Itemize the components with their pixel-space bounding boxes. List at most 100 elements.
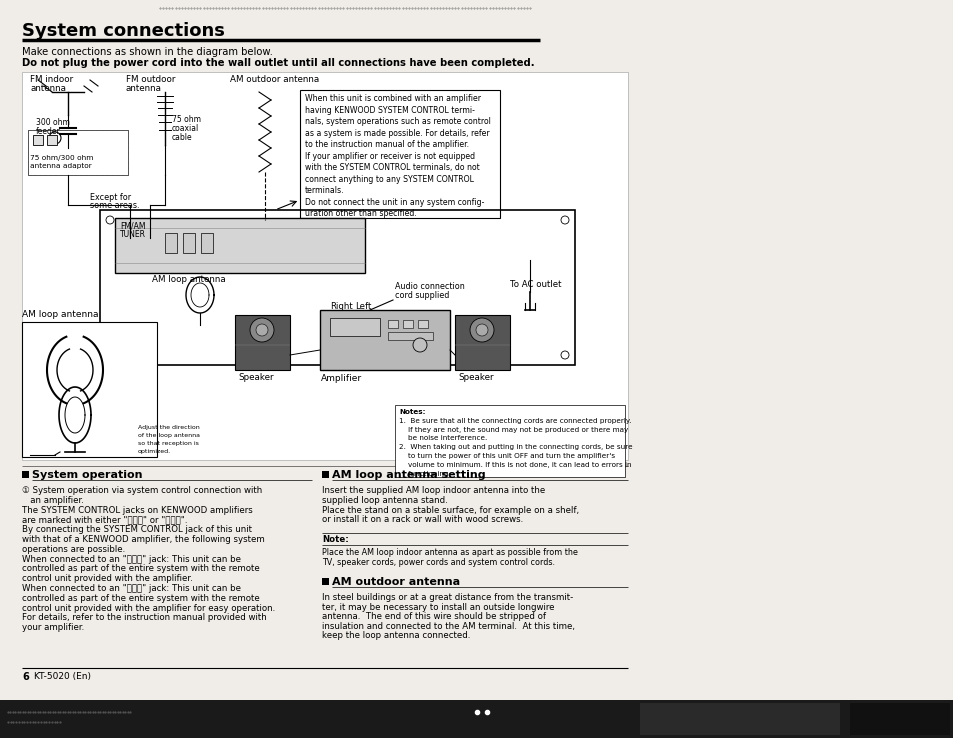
Circle shape [250,318,274,342]
Bar [22,322,157,457]
Text: 75 ohm: 75 ohm [172,115,201,124]
Bar [22,72,627,460]
Bar [388,332,433,340]
Bar [395,405,624,477]
Text: When connected to an "ⓞⓇⓒ" jack: This unit can be: When connected to an "ⓞⓇⓒ" jack: This un… [22,554,241,564]
Text: to turn the power of this unit OFF and turn the amplifier's: to turn the power of this unit OFF and t… [398,453,615,459]
Text: Do not plug the power cord into the wall outlet until all connections have been : Do not plug the power cord into the wall… [22,58,534,68]
Bar [201,233,213,253]
Text: By connecting the SYSTEM CONTROL jack of this unit: By connecting the SYSTEM CONTROL jack of… [22,525,252,534]
Bar [183,233,194,253]
Text: uration other than specified.: uration other than specified. [305,209,416,218]
Text: insulation and connected to the AM terminal.  At this time,: insulation and connected to the AM termi… [322,621,575,631]
Text: AM outdoor antenna: AM outdoor antenna [332,577,459,587]
Bar [849,703,949,735]
Text: cable: cable [172,133,193,142]
Text: operations are possible.: operations are possible. [22,545,125,554]
Text: Notes:: Notes: [398,409,425,415]
Text: coaxial: coaxial [172,124,199,133]
Text: KT-5020 (En): KT-5020 (En) [34,672,91,681]
Circle shape [255,324,268,336]
Circle shape [470,318,494,342]
Text: System operation: System operation [32,470,142,480]
Text: ter, it may be necessary to install an outside longwire: ter, it may be necessary to install an o… [322,603,554,612]
Bar [319,310,450,370]
Text: If they are not, the sound may not be produced or there may: If they are not, the sound may not be pr… [398,427,628,432]
Text: terminals.: terminals. [305,186,344,195]
Text: When connected to an "ⓞⓇⓒ" jack: This unit can be: When connected to an "ⓞⓇⓒ" jack: This un… [22,584,241,593]
Text: control unit provided with the amplifier for easy operation.: control unit provided with the amplifier… [22,604,275,613]
Text: functioning.: functioning. [398,471,450,477]
Text: AM loop antenna setting: AM loop antenna setting [332,470,485,480]
Bar [0,700,953,738]
Text: The SYSTEM CONTROL jacks on KENWOOD amplifiers: The SYSTEM CONTROL jacks on KENWOOD ampl… [22,506,253,514]
Text: 6: 6 [22,672,29,682]
Text: Audio connection: Audio connection [395,282,464,291]
Text: Place the AM loop indoor antenna as apart as possible from the: Place the AM loop indoor antenna as apar… [322,548,578,557]
Text: In steel buildings or at a great distance from the transmit-: In steel buildings or at a great distanc… [322,593,573,602]
Text: with that of a KENWOOD amplifier, the following system: with that of a KENWOOD amplifier, the fo… [22,535,265,544]
Text: ① System operation via system control connection with: ① System operation via system control co… [22,486,262,495]
Text: To AC outlet: To AC outlet [510,280,561,289]
Bar [28,130,128,175]
Circle shape [476,324,488,336]
Bar [330,318,379,336]
Text: Insert the supplied AM loop indoor antenna into the: Insert the supplied AM loop indoor anten… [322,486,545,495]
Text: having KENWOOD SYSTEM CONTROL termi-: having KENWOOD SYSTEM CONTROL termi- [305,106,475,114]
Bar [165,233,177,253]
Text: controlled as part of the entire system with the remote: controlled as part of the entire system … [22,565,259,573]
Text: Make connections as shown in the diagram below.: Make connections as shown in the diagram… [22,47,273,57]
Text: Do not connect the unit in any system config-: Do not connect the unit in any system co… [305,198,484,207]
Text: antenna: antenna [30,84,66,93]
Text: When this unit is combined with an amplifier: When this unit is combined with an ampli… [305,94,480,103]
Text: with the SYSTEM CONTROL terminals, do not: with the SYSTEM CONTROL terminals, do no… [305,163,479,172]
Text: For details, refer to the instruction manual provided with: For details, refer to the instruction ma… [22,613,267,622]
Circle shape [413,338,427,352]
Text: nals, system operations such as remote control: nals, system operations such as remote c… [305,117,491,126]
Text: AM loop antenna: AM loop antenna [152,275,226,284]
Bar [100,210,575,365]
Bar [455,315,510,370]
Text: Amplifier: Amplifier [320,374,362,383]
Text: AM outdoor antenna: AM outdoor antenna [230,75,319,84]
Text: volume to minimum. If this is not done, it can lead to errors in: volume to minimum. If this is not done, … [398,462,631,468]
Text: antenna adaptor: antenna adaptor [30,163,91,169]
Bar [402,320,413,328]
Bar [47,135,57,145]
Bar [322,578,329,585]
Text: Left: Left [355,302,371,311]
Text: Note:: Note: [322,535,349,544]
Text: Speaker: Speaker [237,373,274,382]
Bar [322,471,329,478]
Text: supplied loop antenna stand.: supplied loop antenna stand. [322,496,447,505]
Text: as a system is made possible. For details, refer: as a system is made possible. For detail… [305,128,489,137]
Text: If your amplifier or receiver is not equipped: If your amplifier or receiver is not equ… [305,151,475,160]
Bar [33,135,43,145]
Text: Right: Right [330,302,353,311]
Text: so that reception is: so that reception is [138,441,198,446]
Bar [299,90,499,218]
Text: an amplifier.: an amplifier. [22,496,84,505]
Text: controlled as part of the entire system with the remote: controlled as part of the entire system … [22,594,259,603]
Text: 300 ohm: 300 ohm [36,118,70,127]
Bar [388,320,397,328]
Bar [22,471,29,478]
Text: keep the loop antenna connected.: keep the loop antenna connected. [322,631,470,640]
Text: TUNER: TUNER [120,230,146,239]
Text: 75 ohm/300 ohm: 75 ohm/300 ohm [30,155,93,161]
Text: Except for: Except for [90,193,131,202]
Text: or install it on a rack or wall with wood screws.: or install it on a rack or wall with woo… [322,515,522,525]
Text: are marked with either "ⓞⓇⓒ" or "ⓞⓇⓒ".: are marked with either "ⓞⓇⓒ" or "ⓞⓇⓒ". [22,515,188,525]
Text: cord supplied: cord supplied [395,291,449,300]
Text: System connections: System connections [22,22,225,40]
Text: antenna: antenna [126,84,162,93]
Text: your amplifier.: your amplifier. [22,623,84,632]
Text: to the instruction manual of the amplifier.: to the instruction manual of the amplifi… [305,140,469,149]
Text: AM loop antenna: AM loop antenna [22,310,98,319]
Text: Speaker: Speaker [457,373,493,382]
Text: connect anything to any SYSTEM CONTROL: connect anything to any SYSTEM CONTROL [305,174,474,184]
Text: be noise interference.: be noise interference. [398,435,487,441]
Text: of the loop antenna: of the loop antenna [138,433,200,438]
Text: FM/AM: FM/AM [120,221,146,230]
Text: optimized.: optimized. [138,449,171,454]
